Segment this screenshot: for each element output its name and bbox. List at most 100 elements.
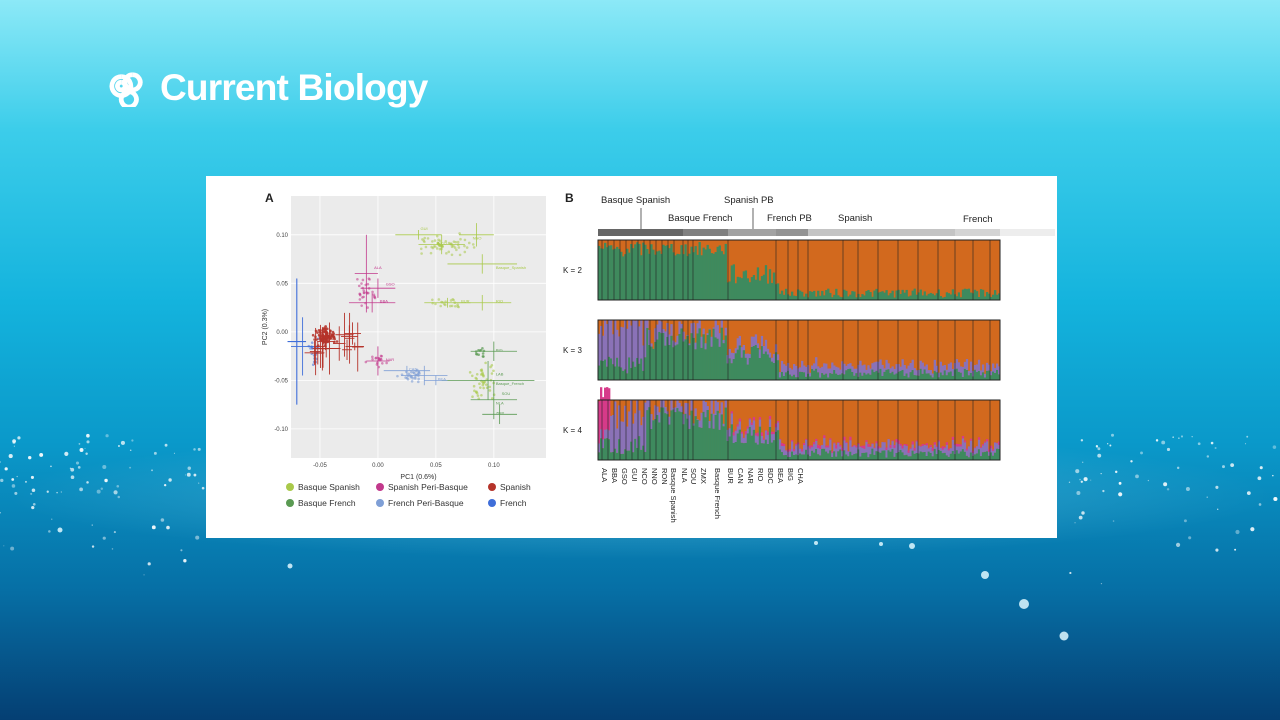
admixture-bar-purple	[600, 325, 603, 361]
admixture-bar-purple	[628, 320, 631, 358]
admixture-bar-green	[973, 454, 977, 460]
admixture-bar-green	[750, 277, 754, 300]
admixture-bar-green	[889, 373, 892, 380]
particle	[1175, 542, 1181, 547]
admixture-bar-purple	[606, 324, 609, 367]
admixture-bar-green	[875, 288, 878, 300]
admixture-bar-purple	[883, 442, 886, 451]
admixture-bar-purple	[951, 368, 955, 377]
admixture-bar-green	[734, 283, 737, 300]
sample-point	[480, 393, 483, 397]
particle	[17, 436, 21, 440]
admixture-bar-purple	[764, 339, 768, 352]
particle	[1210, 441, 1214, 445]
admixture-bar-purple	[867, 365, 870, 374]
admixture-bar-green	[859, 456, 862, 460]
admixture-bar-green	[801, 291, 804, 300]
admixture-bar-magenta	[895, 438, 898, 443]
sample-point	[358, 298, 362, 301]
admixture-bar-purple	[732, 435, 735, 444]
admixture-bar-purple	[857, 444, 860, 450]
admixture-bar-green	[628, 450, 631, 460]
admixture-bar-purple	[823, 363, 826, 375]
particle	[1140, 451, 1143, 455]
admixture-bar-green	[664, 245, 667, 300]
admixture-bar-purple	[794, 445, 798, 455]
admixture-bar-green	[929, 292, 932, 300]
admixture-bar-green	[630, 367, 633, 380]
admixture-bar-green	[857, 376, 860, 380]
admixture-bar-purple	[921, 445, 924, 453]
admixture-bar-purple	[985, 362, 989, 371]
admixture-bar-magenta	[865, 440, 868, 442]
admixture-bar-green	[949, 453, 953, 460]
admixture-bar-green	[720, 327, 723, 380]
group-label: Spanish PB	[724, 195, 774, 206]
admixture-bar-green	[923, 369, 926, 380]
admixture-bar-green	[913, 288, 916, 300]
admixture-bar-green	[664, 413, 667, 460]
admixture-bar-purple	[752, 336, 756, 347]
admixture-bar-green	[915, 375, 918, 380]
admixture-bar-green	[829, 292, 832, 300]
admixture-bar-purple	[746, 353, 750, 365]
admixture-bar-green	[680, 245, 683, 300]
admixture-bar-green	[600, 438, 603, 460]
admixture-bar-green	[756, 267, 760, 300]
particle	[1080, 439, 1084, 442]
admixture-bar-green	[598, 245, 601, 300]
particle	[1214, 446, 1217, 450]
particle	[1185, 487, 1190, 492]
admixture-bar-green	[784, 372, 788, 380]
admixture-bar-purple	[720, 402, 723, 415]
admixture-bar-purple	[768, 352, 772, 358]
admixture-bar-purple	[973, 365, 977, 370]
admixture-bar-green	[831, 297, 834, 300]
admixture-bar-green	[973, 369, 977, 380]
admixture-bar-green	[700, 427, 703, 460]
pca-point-label: BBA	[380, 299, 388, 304]
particle	[86, 481, 89, 484]
legend-swatch	[286, 483, 294, 491]
particle	[1075, 469, 1080, 474]
admixture-bar-green	[716, 338, 719, 380]
sample-point	[356, 277, 359, 281]
pca-point-label: SOU	[502, 391, 511, 396]
particle	[129, 449, 132, 452]
sample-point	[426, 237, 430, 240]
admixture-bar-green	[989, 375, 993, 380]
admixture-bar-purple	[819, 448, 822, 456]
admixture-bar-purple	[692, 423, 695, 426]
sample-point	[449, 299, 453, 302]
brand-header: Current Biology	[108, 64, 428, 112]
admixture-bar-green	[845, 370, 848, 380]
admixture-bar-green	[883, 292, 886, 300]
particle	[184, 474, 186, 476]
admixture-bar-purple	[656, 324, 659, 340]
admixture-bar-green	[780, 371, 784, 380]
admixture-bar-purple	[897, 443, 900, 453]
admixture-bar-green	[694, 246, 697, 300]
admixture-bar-green	[736, 276, 739, 300]
particle	[102, 536, 106, 540]
admixture-bar-purple	[947, 363, 951, 373]
admixture-bar-green	[640, 358, 643, 380]
admixture-bar-green	[720, 414, 723, 460]
pca-legend: Basque Spanish Spanish Peri-Basque Spanish…	[286, 482, 556, 508]
admixture-bar-purple	[666, 411, 669, 415]
admixture-bar-purple	[957, 362, 961, 372]
y-tick-label: 0.10	[276, 233, 288, 239]
admixture-bar-purple	[738, 421, 742, 430]
admixture-bar-magenta	[815, 438, 818, 441]
admixture-bar-green	[937, 289, 940, 300]
admixture-bar-purple	[911, 444, 914, 451]
admixture-bar-purple	[809, 448, 812, 457]
admixture-bar-magenta	[756, 432, 760, 437]
admixture-bar-green	[724, 243, 727, 300]
particle	[102, 464, 107, 469]
group-segment	[598, 229, 683, 236]
admixture-bar-purple	[831, 362, 834, 374]
admixture-bar-green	[730, 265, 733, 300]
particle	[166, 525, 170, 530]
admixture-bar-green	[728, 436, 731, 460]
